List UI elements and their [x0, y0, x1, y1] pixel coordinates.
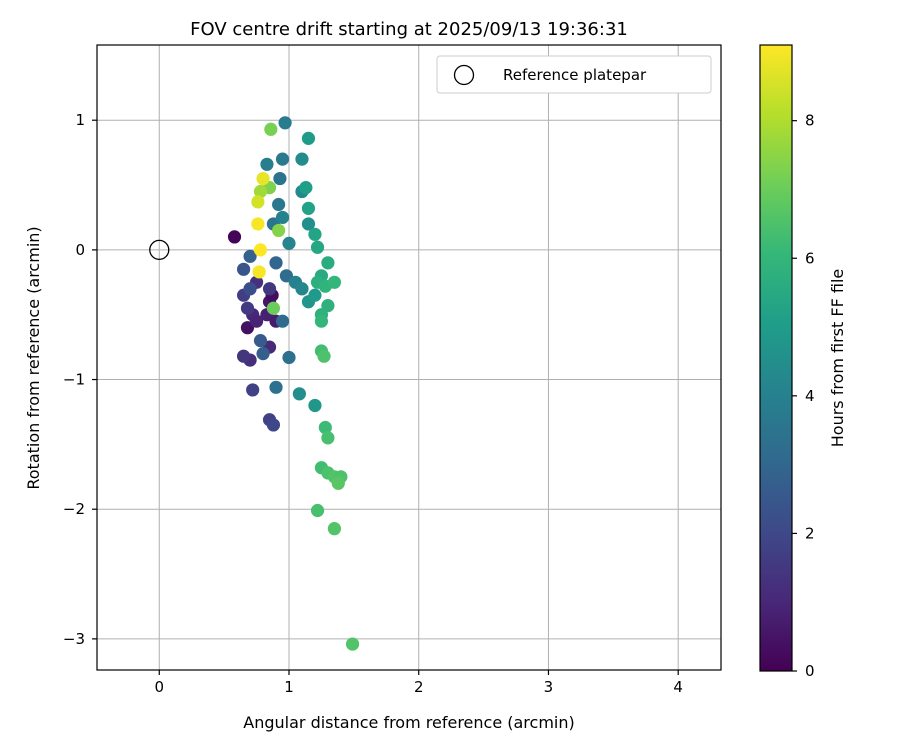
- data-point: [272, 197, 286, 212]
- x-tick-label: 1: [284, 678, 294, 696]
- colorbar-tick-label: 0: [805, 662, 815, 680]
- data-point: [308, 288, 322, 302]
- data-point: [308, 398, 322, 413]
- data-point: [308, 227, 322, 241]
- data-point: [256, 171, 270, 186]
- data-point: [310, 503, 325, 518]
- data-point: [282, 350, 296, 365]
- data-point: [253, 243, 268, 257]
- data-point: [266, 301, 281, 315]
- colorbar: 0 2 4 6 8 Hours from first FF file: [759, 44, 847, 680]
- data-point: [301, 131, 316, 145]
- data-point: [327, 275, 342, 289]
- data-point: [253, 334, 268, 348]
- colorbar-tick-label: 8: [805, 112, 815, 130]
- y-tick-label: 1: [75, 111, 85, 129]
- y-axis-ticks: 1 0 −1 −2 −3: [63, 111, 97, 648]
- colorbar-tick-label: 4: [805, 387, 815, 405]
- data-point: [240, 301, 255, 315]
- data-point: [301, 217, 316, 231]
- data-point: [295, 282, 309, 296]
- legend-label-reference: Reference platepar: [503, 66, 647, 84]
- data-point: [301, 201, 316, 215]
- data-point: [275, 152, 290, 166]
- data-point: [236, 262, 251, 276]
- plot-area-frame: [96, 44, 722, 671]
- colorbar-frame: [759, 44, 793, 672]
- data-point: [278, 116, 292, 130]
- data-point: [253, 184, 268, 199]
- y-tick-label: −2: [63, 500, 85, 518]
- data-point: [273, 171, 287, 186]
- x-axis-ticks: 0 1 2 3 4: [154, 670, 683, 696]
- data-point: [295, 152, 309, 166]
- x-axis-label: Angular distance from reference (arcmin): [243, 713, 574, 732]
- data-point: [345, 637, 360, 651]
- data-point: [317, 349, 331, 363]
- data-point: [331, 476, 345, 490]
- x-tick-label: 4: [673, 678, 683, 696]
- legend-reference-marker: [453, 64, 475, 86]
- data-point: [227, 230, 242, 244]
- legend: Reference platepar: [436, 55, 712, 94]
- data-point: [260, 157, 274, 171]
- x-tick-label: 2: [414, 678, 424, 696]
- colorbar-ticks: 0 2 4 6 8: [792, 112, 815, 680]
- data-points: [227, 116, 360, 651]
- data-point: [269, 380, 283, 394]
- grid: [97, 45, 721, 670]
- data-point: [236, 349, 251, 363]
- data-point: [327, 522, 342, 536]
- data-point: [243, 282, 257, 296]
- colorbar-label: Hours from first FF file: [828, 269, 847, 448]
- data-point: [282, 236, 296, 250]
- data-point: [269, 256, 283, 270]
- colorbar-fill: [760, 45, 792, 671]
- data-point: [321, 299, 335, 313]
- y-tick-label: −1: [63, 371, 85, 389]
- data-point: [292, 387, 306, 401]
- data-point: [249, 314, 264, 328]
- data-point: [251, 195, 265, 209]
- x-tick-label: 3: [544, 678, 554, 696]
- y-tick-label: −3: [63, 630, 85, 648]
- data-point: [321, 256, 335, 270]
- x-tick-label: 0: [154, 678, 164, 696]
- chart-title: FOV centre drift starting at 2025/09/13 …: [190, 19, 628, 40]
- data-point: [321, 431, 335, 445]
- y-tick-label: 0: [75, 241, 85, 259]
- legend-box: [436, 55, 712, 94]
- y-axis-label: Rotation from reference (arcmin): [24, 226, 43, 489]
- data-point: [275, 210, 290, 225]
- data-point: [264, 122, 278, 136]
- data-point: [275, 314, 290, 328]
- reference-platepar-marker: [149, 239, 170, 261]
- colorbar-tick-label: 2: [805, 524, 815, 542]
- data-point: [318, 420, 332, 435]
- data-point: [256, 347, 270, 361]
- data-point: [246, 383, 260, 397]
- colorbar-tick-label: 6: [805, 249, 815, 267]
- data-point: [243, 249, 257, 263]
- data-point: [310, 240, 325, 254]
- reference-marker-group: [149, 239, 170, 261]
- data-point: [299, 181, 313, 195]
- data-point: [266, 418, 281, 432]
- data-point: [251, 217, 265, 231]
- data-point: [252, 265, 266, 279]
- data-point: [262, 282, 277, 296]
- data-point: [314, 314, 329, 328]
- data-point: [272, 223, 286, 238]
